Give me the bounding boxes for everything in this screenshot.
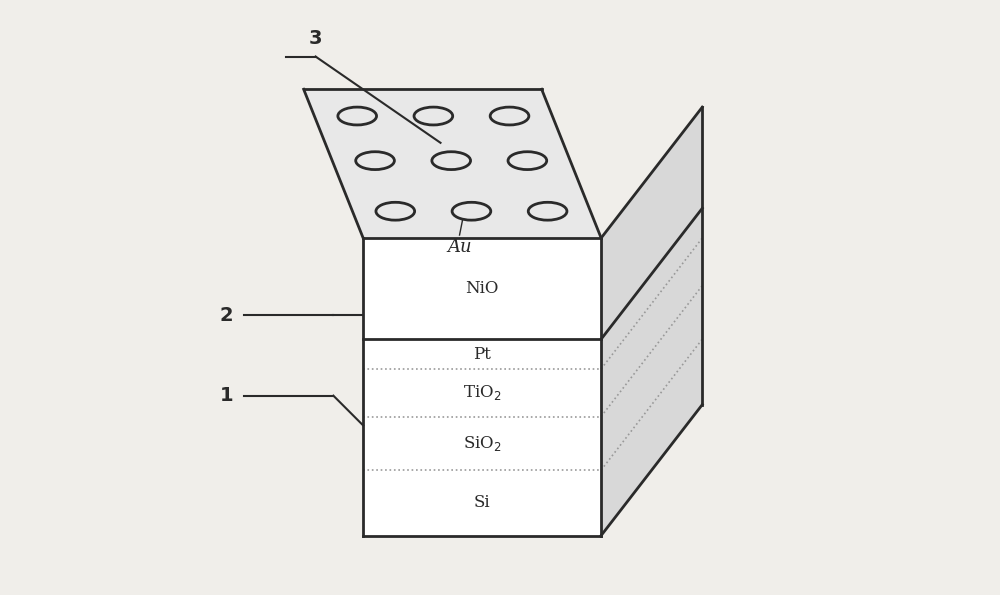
Ellipse shape [508, 152, 547, 170]
Ellipse shape [376, 202, 415, 220]
Ellipse shape [432, 152, 471, 170]
Text: 3: 3 [309, 29, 322, 48]
Ellipse shape [490, 107, 529, 125]
Polygon shape [363, 238, 601, 536]
Ellipse shape [452, 202, 491, 220]
Ellipse shape [528, 202, 567, 220]
Ellipse shape [414, 107, 453, 125]
Ellipse shape [338, 107, 377, 125]
Polygon shape [601, 107, 702, 536]
Text: Si: Si [474, 494, 490, 511]
Text: 2: 2 [219, 306, 233, 325]
Text: Au: Au [447, 238, 472, 256]
Text: NiO: NiO [465, 280, 499, 297]
Text: TiO$_2$: TiO$_2$ [463, 383, 501, 402]
Text: 1: 1 [219, 386, 233, 405]
Text: SiO$_2$: SiO$_2$ [463, 434, 502, 453]
Polygon shape [304, 89, 601, 238]
Text: Pt: Pt [473, 346, 491, 362]
Ellipse shape [356, 152, 394, 170]
